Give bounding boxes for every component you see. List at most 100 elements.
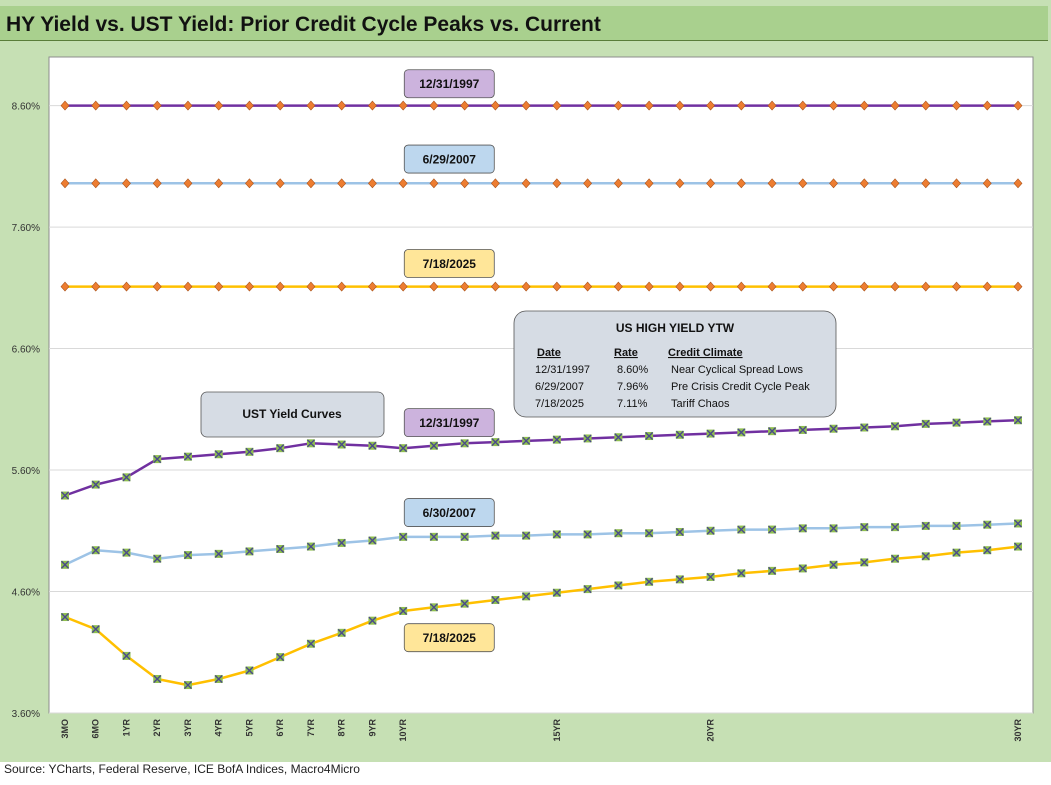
data-point <box>491 596 500 605</box>
data-point <box>982 100 992 111</box>
source-note: Source: YCharts, Federal Reserve, ICE Bo… <box>4 762 360 776</box>
data-point-x <box>306 439 315 448</box>
data-point <box>214 100 224 111</box>
data-point-x <box>399 444 408 453</box>
ytw-cell: 6/29/2007 <box>535 381 584 393</box>
data-point <box>952 281 961 292</box>
data-point-x <box>798 564 807 573</box>
data-point <box>214 281 224 292</box>
x-tick-label: 30YR <box>1013 719 1023 742</box>
data-point <box>153 455 162 464</box>
data-point <box>398 100 408 111</box>
data-point <box>614 433 623 442</box>
series-date-label-box <box>403 249 495 278</box>
data-point-x <box>491 596 500 605</box>
data-point-x <box>306 639 315 648</box>
data-point-x <box>614 433 623 442</box>
data-point <box>460 599 469 608</box>
series-date-label-box <box>403 408 495 438</box>
data-point-x <box>214 674 223 683</box>
data-point-x <box>983 520 992 529</box>
data-point-x <box>645 529 654 538</box>
data-point <box>921 521 930 530</box>
data-point <box>921 178 931 189</box>
data-point-x <box>522 436 531 445</box>
data-point <box>122 100 131 111</box>
data-point <box>798 281 808 292</box>
series-date-label: 7/18/2025 <box>403 249 495 278</box>
data-point <box>583 281 593 292</box>
x-tick-label: 1YR <box>121 719 131 737</box>
data-point-x <box>245 547 254 556</box>
data-point-x <box>276 653 285 662</box>
data-point <box>645 577 654 586</box>
data-point <box>675 100 685 111</box>
x-tick-label: 7YR <box>306 719 316 737</box>
data-point-x <box>337 628 346 637</box>
data-point <box>60 178 70 189</box>
data-point-x <box>983 546 992 555</box>
data-point-x <box>706 526 715 535</box>
ytw-cell: 8.60% <box>617 364 648 376</box>
data-point-x <box>399 532 408 541</box>
data-point <box>337 628 346 637</box>
data-point-x <box>1014 416 1022 425</box>
data-point-x <box>153 554 162 563</box>
series-date-label: 7/18/2025 <box>403 623 495 653</box>
data-point <box>460 532 469 541</box>
data-point <box>860 558 869 567</box>
data-point <box>61 560 69 569</box>
data-point-x <box>829 524 838 533</box>
data-point <box>829 560 838 569</box>
data-point-x <box>245 666 254 675</box>
series-date-label: 12/31/1997 <box>403 408 495 438</box>
data-point <box>645 432 654 441</box>
data-point <box>921 552 930 561</box>
data-point <box>398 178 408 189</box>
data-point-x <box>952 418 961 427</box>
data-point-x <box>952 548 961 557</box>
data-point <box>183 100 193 111</box>
data-point <box>245 281 254 292</box>
data-point <box>829 100 838 111</box>
data-point-x <box>614 529 623 538</box>
data-point <box>706 526 715 535</box>
data-point <box>337 538 346 547</box>
data-point <box>214 674 223 683</box>
data-point <box>798 564 807 573</box>
data-point <box>60 100 70 111</box>
data-point <box>122 178 131 189</box>
data-point <box>521 281 531 292</box>
data-point-x <box>183 551 192 560</box>
x-tick-label: 4YR <box>214 719 224 737</box>
data-point <box>460 281 470 292</box>
data-point <box>614 581 623 590</box>
data-point <box>429 281 439 292</box>
data-point <box>829 524 838 533</box>
ytw-title: US HIGH YIELD YTW <box>616 321 735 335</box>
data-point-x <box>460 599 469 608</box>
data-point <box>429 603 438 612</box>
data-point <box>183 681 192 690</box>
data-point <box>306 100 316 111</box>
data-point-x <box>798 425 807 434</box>
data-point <box>522 531 531 540</box>
data-point-x <box>61 560 69 569</box>
data-point <box>921 100 931 111</box>
series-date-label: 6/30/2007 <box>403 498 495 527</box>
ytw-cell: Pre Crisis Credit Cycle Peak <box>671 381 810 393</box>
data-point <box>921 281 931 292</box>
data-point <box>767 100 777 111</box>
data-point <box>245 447 254 456</box>
data-point-x <box>153 455 162 464</box>
data-point-x <box>214 450 223 459</box>
data-point-x <box>891 422 900 431</box>
data-point-x <box>91 546 100 555</box>
data-point-x <box>798 524 807 533</box>
data-point <box>982 178 992 189</box>
data-point-x <box>583 585 592 594</box>
y-tick-label: 7.60% <box>12 223 40 234</box>
data-point <box>983 520 992 529</box>
ust-box-text: UST Yield Curves <box>242 407 342 421</box>
data-point <box>860 423 869 432</box>
